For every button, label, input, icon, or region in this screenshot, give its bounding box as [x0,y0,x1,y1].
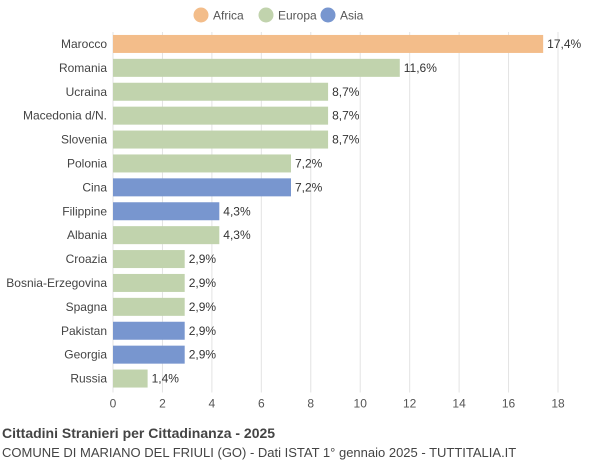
data-label: 8,7% [332,109,360,123]
data-label: 1,4% [152,372,180,386]
bar [113,202,220,221]
data-label: 7,2% [295,156,323,170]
bar [113,345,185,364]
bar [113,34,544,53]
bar [113,154,291,173]
x-tick-label: 6 [258,397,265,411]
category-label: Macedonia d/N. [23,109,107,123]
legend-label: Europa [278,9,317,23]
data-label: 11,6% [404,61,437,75]
category-label: Croazia [66,252,108,266]
value-labels: 17,4% 11,6% 8,7% 8,7% 8,7% 7,2% 7,2% 4,3% 4,3% 2,… [152,37,582,386]
x-axis-tick-labels: 0 2 4 6 8 10 12 14 16 18 [110,397,565,411]
x-tick-label: 18 [551,397,565,411]
data-label: 8,7% [332,85,360,99]
legend-swatch [320,7,336,23]
data-label: 2,9% [189,276,217,290]
data-label: 2,9% [189,252,217,266]
bar [113,82,329,101]
x-tick-label: 10 [354,397,368,411]
data-label: 2,9% [189,300,217,314]
category-labels: Marocco Romania Ucraina Macedonia d/N. Slove… [6,37,107,386]
category-label: Polonia [67,156,107,170]
legend: Africa Europa Asia [193,7,364,23]
legend-swatch [258,7,274,23]
data-label: 2,9% [189,324,217,338]
category-label: Russia [70,372,107,386]
bars [113,34,544,388]
bar [113,58,400,77]
category-label: Marocco [61,37,107,51]
x-tick-label: 16 [502,397,516,411]
x-tick-label: 14 [452,397,466,411]
category-label: Cina [82,180,107,194]
data-label: 17,4% [547,37,581,51]
category-label: Albania [67,228,107,242]
bar [113,273,185,292]
x-tick-label: 12 [403,397,417,411]
category-label: Filippine [62,204,107,218]
category-label: Georgia [64,348,107,362]
bar [113,321,185,340]
category-label: Ucraina [66,85,108,99]
category-label: Spagna [66,300,108,314]
category-label: Slovenia [61,133,107,147]
chart-subtitle: COMUNE DI MARIANO DEL FRIULI (GO) - Dati… [2,445,517,460]
bar [113,369,148,388]
data-label: 8,7% [332,133,360,147]
x-tick-label: 4 [209,397,216,411]
legend-label: Africa [213,9,244,23]
legend-swatch [193,7,209,23]
x-tick-label: 8 [307,397,314,411]
category-label: Bosnia-Erzegovina [6,276,107,290]
legend-label: Asia [340,9,364,23]
category-label: Romania [59,61,107,75]
bar [113,226,220,245]
bar-chart: Africa Europa Asia 17,4% 11,6% 8,7% 8,7% 8,7% 7… [6,7,582,411]
bar [113,130,329,149]
data-label: 7,2% [295,180,323,194]
data-label: 2,9% [189,348,217,362]
data-label: 4,3% [223,204,251,218]
bar [113,106,329,125]
bar [113,178,291,197]
bar [113,297,185,316]
category-label: Pakistan [61,324,107,338]
bar [113,250,185,269]
x-tick-label: 0 [110,397,117,411]
chart-title: Cittadini Stranieri per Cittadinanza - 2… [2,425,276,441]
x-tick-label: 2 [159,397,166,411]
data-label: 4,3% [223,228,251,242]
